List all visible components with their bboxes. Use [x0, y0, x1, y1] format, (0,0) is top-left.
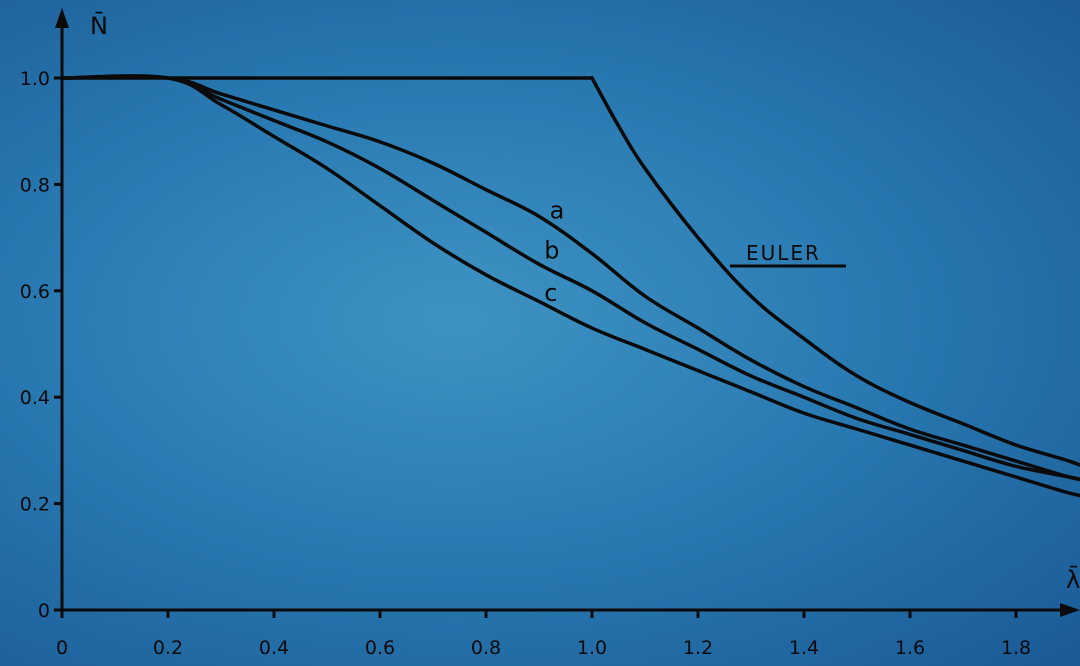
x-tick-label: 1.0: [577, 637, 607, 659]
x-tick-label: 1.2: [683, 637, 713, 659]
series-label-euler: EULER: [746, 241, 821, 265]
x-axis-title: λ̄: [1066, 565, 1080, 594]
series-line-c: [60, 74, 1080, 498]
x-tick-label: 1.8: [1001, 637, 1031, 659]
chart-labels: N̄ λ̄ abc EULER: [90, 11, 1080, 594]
series-lines: [60, 74, 1080, 498]
series-label-c: c: [544, 279, 557, 307]
y-tick-label: 0: [38, 600, 50, 622]
series-line-b: [60, 74, 1080, 481]
x-tick-label: 1.6: [895, 637, 925, 659]
x-tick-label: 1.4: [789, 637, 819, 659]
series-label-a: a: [550, 197, 565, 225]
y-tick-label: 0.6: [20, 281, 50, 303]
y-axis-arrow: [55, 8, 69, 28]
x-tick-label: 0: [56, 637, 68, 659]
x-tick-label: 0.4: [259, 637, 289, 659]
x-axis-arrow: [1060, 603, 1080, 617]
y-axis-title: N̄: [90, 11, 108, 40]
x-tick-label: 0.2: [153, 637, 183, 659]
x-tick-label: 0.6: [365, 637, 395, 659]
y-tick-label: 0.4: [20, 387, 50, 409]
axes: 0 0.2 0.4 0.6 0.8 1.0 0 0.2 0.4 0.6 0.8 1.0 1.2 1.4 1.…: [20, 8, 1080, 659]
y-tick-label: 0.8: [20, 174, 50, 196]
y-tick-label: 1.0: [20, 68, 50, 90]
series-line-a: [60, 74, 1080, 482]
series-label-b: b: [544, 237, 559, 265]
x-tick-label: 0.8: [471, 637, 501, 659]
y-tick-label: 0.2: [20, 494, 50, 516]
series-line-euler: [590, 76, 1080, 467]
